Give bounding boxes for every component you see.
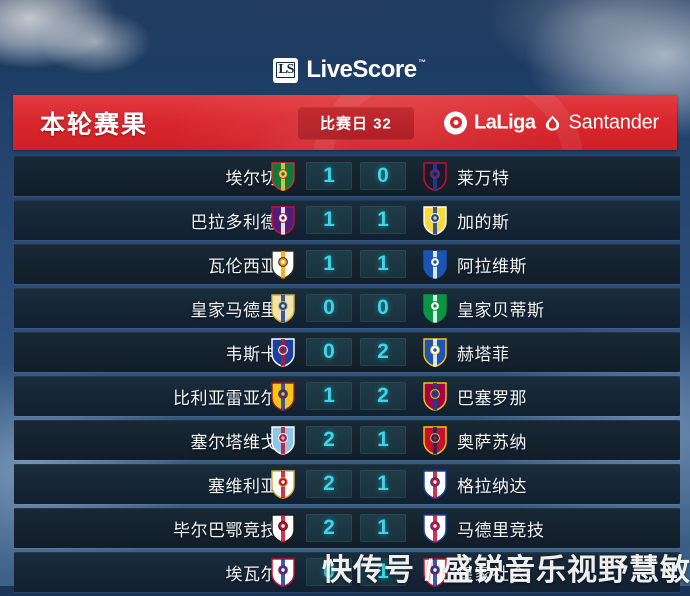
home-score: 0	[306, 558, 352, 586]
home-score: 2	[306, 426, 352, 454]
away-team-name: 加的斯	[457, 212, 510, 232]
home-score: 1	[306, 250, 352, 278]
home-score: 0	[306, 294, 352, 322]
celta-vigo-crest	[269, 425, 297, 455]
livescore-mark-text: LS	[276, 62, 296, 78]
sevilla-crest	[269, 469, 297, 499]
home-team-name: 塞维利亚	[208, 476, 278, 496]
match-row[interactable]: 埃尔切 1 0 莱万特	[14, 156, 680, 196]
match-row[interactable]: 皇家马德里 0 0 皇家贝蒂斯	[14, 288, 680, 328]
away-score: 0	[360, 294, 406, 322]
home-team-name: 毕尔巴鄂竞技	[173, 520, 278, 540]
away-team-name: 奥萨苏纳	[457, 432, 527, 452]
livescore-logo: LS LiveScore ™	[273, 56, 426, 83]
home-score: 1	[306, 162, 352, 190]
away-score: 1	[360, 250, 406, 278]
away-team-name: 马德里竞技	[457, 520, 545, 540]
home-team-name: 埃瓦尔	[225, 564, 278, 584]
away-team-name: 阿拉维斯	[457, 256, 527, 276]
match-row[interactable]: 埃瓦尔 0 1 皇家社会	[14, 552, 680, 592]
levante-crest	[421, 161, 449, 191]
away-score: 1	[360, 206, 406, 234]
home-score: 0	[306, 338, 352, 366]
away-team-name: 莱万特	[457, 168, 510, 188]
matchday-badge: 比赛日 32	[298, 106, 414, 139]
match-row[interactable]: 塞尔塔维戈 2 1 奥萨苏纳	[14, 420, 680, 460]
away-score: 1	[360, 558, 406, 586]
valladolid-crest	[269, 205, 297, 235]
athletic-bilbao-crest	[269, 513, 297, 543]
home-team-name: 瓦伦西亚	[208, 256, 278, 276]
home-team-name: 埃尔切	[225, 168, 278, 188]
real-madrid-crest	[269, 293, 297, 323]
away-team-name: 赫塔菲	[457, 344, 510, 364]
away-score: 1	[360, 470, 406, 498]
match-row[interactable]: 瓦伦西亚 1 1 阿拉维斯	[14, 244, 680, 284]
barcelona-crest	[421, 381, 449, 411]
results-header-band: 本轮赛果 比赛日 32 LaLiga Santander	[13, 95, 677, 150]
away-score: 1	[360, 514, 406, 542]
home-score: 1	[306, 206, 352, 234]
osasuna-crest	[421, 425, 449, 455]
home-team-name: 比利亚雷亚尔	[173, 388, 278, 408]
livescore-name: LiveScore	[306, 56, 417, 83]
laliga-badge-icon	[444, 111, 468, 134]
real-betis-crest	[421, 293, 449, 323]
home-score: 2	[306, 470, 352, 498]
home-team-name: 塞尔塔维戈	[190, 432, 278, 452]
away-score: 0	[360, 162, 406, 190]
atletico-madrid-crest	[421, 513, 449, 543]
real-sociedad-crest	[421, 557, 449, 587]
brand-bar: LS LiveScore ™	[0, 48, 690, 92]
match-row[interactable]: 塞维利亚 2 1 格拉纳达	[14, 464, 680, 504]
granada-crest	[421, 469, 449, 499]
cadiz-crest	[421, 205, 449, 235]
match-row[interactable]: 比利亚雷亚尔 1 2 巴塞罗那	[14, 376, 680, 416]
away-score: 2	[360, 338, 406, 366]
valencia-crest	[269, 249, 297, 279]
away-team-name: 皇家社会	[457, 564, 527, 584]
eibar-crest	[269, 557, 297, 587]
livescore-mark-icon: LS	[273, 57, 299, 83]
away-team-name: 格拉纳达	[457, 476, 527, 496]
away-team-name: 皇家贝蒂斯	[457, 300, 545, 320]
match-row[interactable]: 韦斯卡 0 2 赫塔菲	[14, 332, 680, 372]
trademark-symbol: ™	[418, 58, 426, 67]
laliga-santander-logo: LaLiga Santander	[444, 111, 659, 134]
page-title: 本轮赛果	[40, 110, 149, 139]
alaves-crest	[421, 249, 449, 279]
home-team-name: 韦斯卡	[225, 344, 278, 364]
match-row[interactable]: 毕尔巴鄂竞技 2 1 马德里竞技	[14, 508, 680, 548]
home-score: 2	[306, 514, 352, 542]
home-team-name: 皇家马德里	[190, 300, 278, 320]
getafe-crest	[421, 337, 449, 367]
home-score: 1	[306, 382, 352, 410]
laliga-wordmark: LaLiga	[474, 111, 536, 133]
home-team-name: 巴拉多利德	[190, 212, 278, 232]
match-results-list: 埃尔切 1 0 莱万特 巴拉多利德 1 1 加的斯 瓦伦西亚 1 1 阿拉维斯 皇家马德里 0 0 皇家贝蒂斯…	[0, 156, 690, 596]
santander-wordmark: Santander	[568, 111, 660, 133]
villarreal-crest	[269, 381, 297, 411]
away-team-name: 巴塞罗那	[457, 388, 527, 408]
santander-flame-icon	[543, 114, 562, 131]
match-row[interactable]: 巴拉多利德 1 1 加的斯	[14, 200, 680, 240]
huesca-crest	[269, 337, 297, 367]
elche-crest	[269, 161, 297, 191]
livescore-wordmark: LiveScore ™	[306, 56, 426, 83]
away-score: 1	[360, 426, 406, 454]
away-score: 2	[360, 382, 406, 410]
